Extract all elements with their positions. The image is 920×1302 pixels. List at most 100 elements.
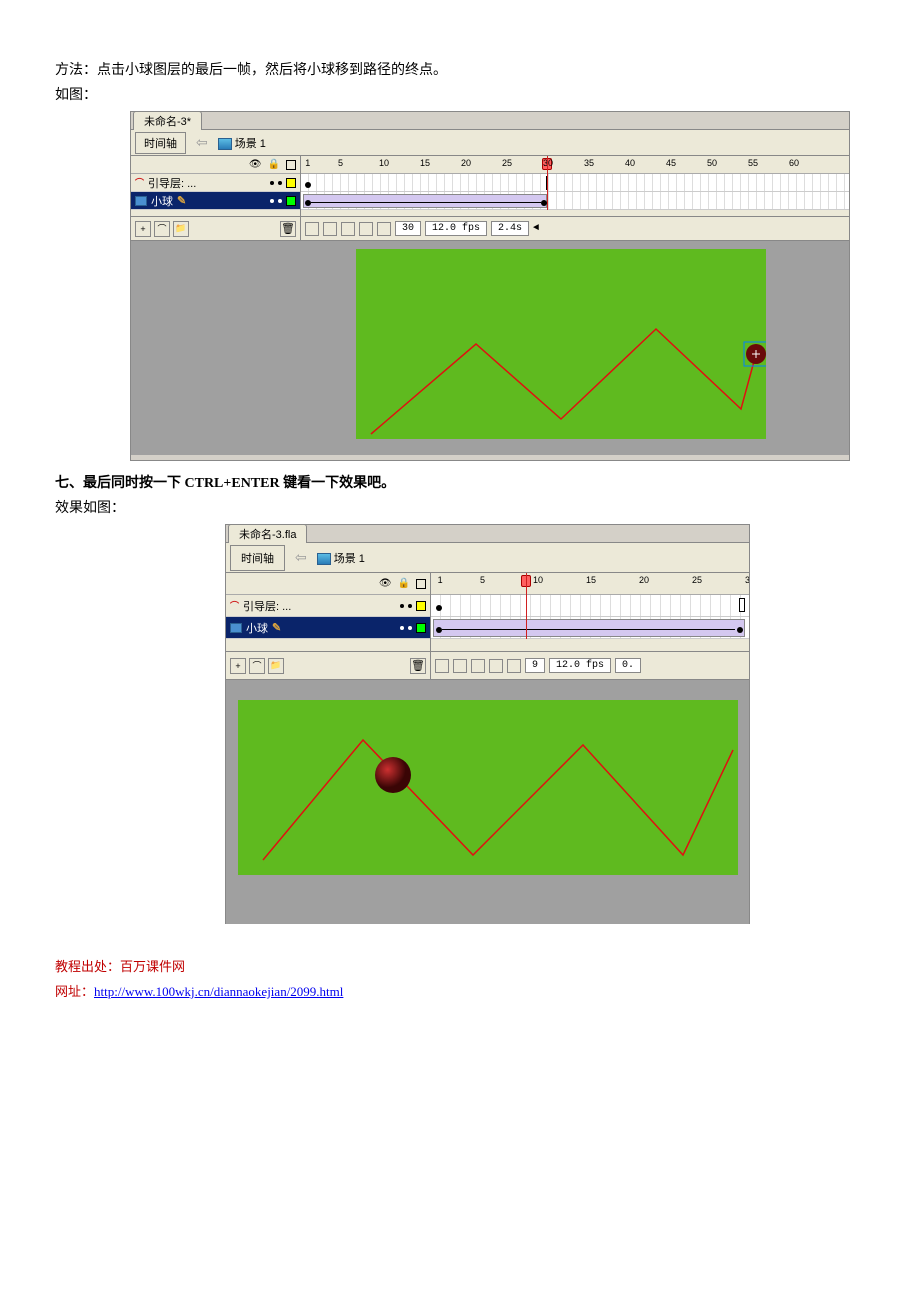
outline-color[interactable] bbox=[416, 623, 426, 633]
scroll-left-icon[interactable]: ◄ bbox=[533, 223, 539, 234]
layer-guide-row[interactable]: ⌒ 引导层: ... bbox=[131, 174, 300, 192]
edit-multiple-button[interactable] bbox=[489, 659, 503, 673]
ball-frame-row[interactable] bbox=[301, 192, 849, 210]
layer-guide-name: 引导层: ... bbox=[148, 175, 196, 191]
frame-span bbox=[311, 176, 547, 190]
outline-icon[interactable] bbox=[286, 160, 296, 170]
caption-text-2: 效果如图： bbox=[55, 498, 865, 519]
toolbar: 时间轴 ⇦ 场景 1 bbox=[226, 543, 749, 573]
keyframe[interactable] bbox=[436, 605, 442, 611]
modify-markers-button[interactable] bbox=[377, 222, 391, 236]
keyframe-start[interactable] bbox=[436, 627, 442, 633]
onion-outline-button[interactable] bbox=[471, 659, 485, 673]
scene-label[interactable]: 场景 1 bbox=[317, 550, 365, 566]
edit-multiple-button[interactable] bbox=[359, 222, 373, 236]
motion-path bbox=[263, 740, 733, 860]
ball-frame-row[interactable] bbox=[431, 617, 749, 639]
onion-skin-button[interactable] bbox=[453, 659, 467, 673]
outline-icon[interactable] bbox=[416, 579, 426, 589]
center-frame-button[interactable] bbox=[435, 659, 449, 673]
guide-frame-row[interactable] bbox=[301, 174, 849, 192]
flash-screenshot-1: 未命名-3* 时间轴 ⇦ 场景 1 👁 🔒 ⌒ 引导层: ... 小球 bbox=[130, 111, 850, 461]
guide-frame-row[interactable] bbox=[431, 595, 749, 617]
layer-footer: + ⌒ 📁 🗑 bbox=[226, 651, 430, 679]
lock-icon[interactable]: 🔒 bbox=[268, 159, 280, 170]
visibility-dot[interactable] bbox=[270, 181, 274, 185]
timeline-button[interactable]: 时间轴 bbox=[135, 132, 186, 154]
modify-markers-button[interactable] bbox=[507, 659, 521, 673]
layer-ball-row[interactable]: 小球 ✎ bbox=[226, 617, 430, 639]
canvas[interactable] bbox=[356, 249, 766, 439]
layer-ball-row[interactable]: 小球 ✎ bbox=[131, 192, 300, 210]
visibility-dot[interactable] bbox=[400, 626, 404, 630]
canvas[interactable] bbox=[238, 700, 738, 875]
stage-area bbox=[226, 680, 749, 924]
document-tab[interactable]: 未命名-3* bbox=[133, 111, 202, 130]
frame-ruler[interactable]: 151015202530354045505560 bbox=[301, 156, 849, 174]
eye-icon[interactable]: 👁 bbox=[379, 578, 392, 589]
flash-screenshot-2: 未命名-3.fla 时间轴 ⇦ 场景 1 👁 🔒 ⌒ 引导层: ... 小 bbox=[225, 524, 750, 924]
frame-footer: 9 12.0 fps 0. bbox=[431, 651, 749, 679]
document-tab-bar: 未命名-3.fla bbox=[226, 525, 749, 543]
layer-guide-row[interactable]: ⌒ 引导层: ... bbox=[226, 595, 430, 617]
source-url-link[interactable]: http://www.100wkj.cn/diannaokejian/2099.… bbox=[94, 984, 343, 999]
scene-label[interactable]: 场景 1 bbox=[218, 135, 266, 151]
lock-dot[interactable] bbox=[278, 181, 282, 185]
document-tab[interactable]: 未命名-3.fla bbox=[228, 524, 307, 543]
timeline-area: 👁 🔒 ⌒ 引导层: ... 小球 ✎ bbox=[131, 156, 849, 241]
pencil-icon: ✎ bbox=[272, 621, 281, 634]
layer-guide-name: 引导层: ... bbox=[243, 598, 291, 614]
delete-layer-button[interactable]: 🗑 bbox=[280, 221, 296, 237]
playhead-line bbox=[547, 156, 548, 210]
add-guide-button[interactable]: ⌒ bbox=[249, 658, 265, 674]
motion-path bbox=[371, 329, 756, 434]
keyframe-start[interactable] bbox=[305, 200, 311, 206]
outline-color[interactable] bbox=[416, 601, 426, 611]
layer-icon bbox=[230, 623, 242, 633]
current-frame: 9 bbox=[525, 658, 545, 673]
add-folder-button[interactable]: 📁 bbox=[268, 658, 284, 674]
timeline-button[interactable]: 时间轴 bbox=[230, 545, 285, 571]
layer-ball-name: 小球 bbox=[246, 620, 268, 636]
onion-skin-button[interactable] bbox=[323, 222, 337, 236]
visibility-dot[interactable] bbox=[270, 199, 274, 203]
lock-dot[interactable] bbox=[408, 626, 412, 630]
tween-span bbox=[303, 194, 547, 208]
toolbar: 时间轴 ⇦ 场景 1 bbox=[131, 130, 849, 156]
add-layer-button[interactable]: + bbox=[135, 221, 151, 237]
visibility-dot[interactable] bbox=[400, 604, 404, 608]
scene-icon bbox=[317, 553, 331, 565]
lock-icon[interactable]: 🔒 bbox=[398, 578, 410, 589]
stage-area bbox=[131, 241, 849, 455]
frame-rate: 12.0 fps bbox=[549, 658, 611, 673]
outline-color[interactable] bbox=[286, 178, 296, 188]
add-folder-button[interactable]: 📁 bbox=[173, 221, 189, 237]
lock-dot[interactable] bbox=[408, 604, 412, 608]
lock-dot[interactable] bbox=[278, 199, 282, 203]
layer-panel: 👁 🔒 ⌒ 引导层: ... 小球 ✎ bbox=[226, 573, 431, 679]
instruction-text: 方法：点击小球图层的最后一帧，然后将小球移到路径的终点。 bbox=[55, 60, 865, 81]
outline-color[interactable] bbox=[286, 196, 296, 206]
onion-outline-button[interactable] bbox=[341, 222, 355, 236]
ball-symbol[interactable] bbox=[375, 757, 411, 793]
eye-icon[interactable]: 👁 bbox=[249, 159, 262, 170]
credit-source: 教程出处：百万课件网 bbox=[55, 956, 865, 975]
credit-url-prefix: 网址： bbox=[55, 984, 94, 999]
layer-footer: + ⌒ 📁 🗑 bbox=[131, 216, 300, 240]
tween-arrow bbox=[442, 629, 735, 630]
frame-ruler[interactable]: 151015202530 bbox=[431, 573, 749, 595]
back-arrow-icon[interactable]: ⇦ bbox=[289, 549, 313, 566]
document-tab-bar: 未命名-3* bbox=[131, 112, 849, 130]
add-layer-button[interactable]: + bbox=[230, 658, 246, 674]
delete-layer-button[interactable]: 🗑 bbox=[410, 658, 426, 674]
credits: 教程出处：百万课件网 网址：http://www.100wkj.cn/diann… bbox=[55, 956, 865, 1000]
add-guide-button[interactable]: ⌒ bbox=[154, 221, 170, 237]
back-arrow-icon[interactable]: ⇦ bbox=[190, 134, 214, 151]
frame-rate: 12.0 fps bbox=[425, 221, 487, 236]
pencil-icon: ✎ bbox=[177, 194, 186, 207]
elapsed-time: 2.4s bbox=[491, 221, 529, 236]
frame-panel: 151015202530 9 12.0 fps bbox=[431, 573, 749, 679]
keyframe-end[interactable] bbox=[737, 627, 743, 633]
guide-layer-icon: ⌒ bbox=[230, 599, 239, 612]
center-frame-button[interactable] bbox=[305, 222, 319, 236]
